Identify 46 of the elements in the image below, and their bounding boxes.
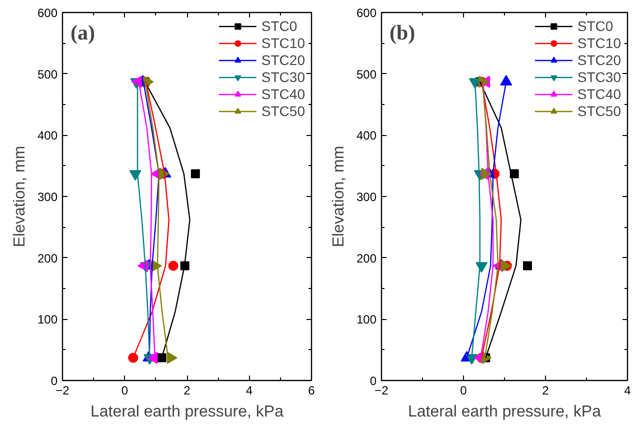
x-tick-label: 4	[624, 384, 632, 398]
y-tick-label: 500	[37, 67, 58, 82]
legend-label: STC0	[261, 18, 298, 34]
legend-label: STC50	[577, 103, 621, 119]
legend-label: STC40	[577, 86, 621, 102]
legend-label: STC20	[577, 52, 621, 68]
y-tick-label: 100	[356, 312, 377, 327]
legend-label: STC50	[261, 103, 305, 119]
point	[522, 261, 532, 270]
y-axis-title: Elevation, mm	[330, 146, 348, 248]
y-tick-label: 100	[37, 312, 58, 327]
legend-label: STC0	[577, 18, 614, 34]
point	[128, 352, 138, 363]
y-tick-label: 400	[37, 128, 58, 143]
x-tick-label: 4	[246, 384, 253, 398]
legend-label: STC40	[261, 86, 305, 102]
y-tick-label: 0	[50, 374, 58, 388]
legend-label: STC10	[577, 35, 621, 51]
y-tick-label: 200	[356, 251, 377, 266]
chart-title: (b)	[390, 20, 416, 44]
y-axis-title: Elevation, mm	[11, 146, 28, 248]
x-tick-label: 0	[460, 384, 468, 398]
x-axis-title: Lateral earth pressure, kPa	[408, 404, 602, 420]
y-tick-label: 600	[37, 6, 58, 20]
x-tick-label: 2	[184, 384, 191, 398]
chart-title: (a)	[70, 20, 95, 44]
point	[157, 353, 166, 362]
legend-label: STC30	[577, 69, 621, 85]
x-tick-label: 6	[308, 384, 316, 398]
legend-label: STC10	[261, 35, 305, 51]
x-tick-label: 0	[121, 384, 128, 398]
x-axis-title: Lateral earth pressure, kPa	[90, 404, 284, 420]
x-tick-label: 2	[542, 384, 550, 398]
x-tick-label: −2	[56, 384, 70, 398]
y-tick-label: 200	[37, 251, 58, 266]
y-tick-label: 500	[356, 67, 377, 82]
x-tick-label: −2	[374, 384, 389, 398]
point	[168, 260, 178, 271]
point	[190, 169, 200, 178]
y-tick-label: 300	[356, 190, 377, 204]
legend-label: STC20	[261, 52, 305, 68]
y-tick-label: 300	[37, 190, 58, 204]
y-tick-label: 400	[356, 128, 377, 143]
y-tick-label: 0	[370, 374, 377, 388]
legend-label: STC30	[261, 69, 305, 85]
y-tick-label: 600	[356, 6, 377, 20]
